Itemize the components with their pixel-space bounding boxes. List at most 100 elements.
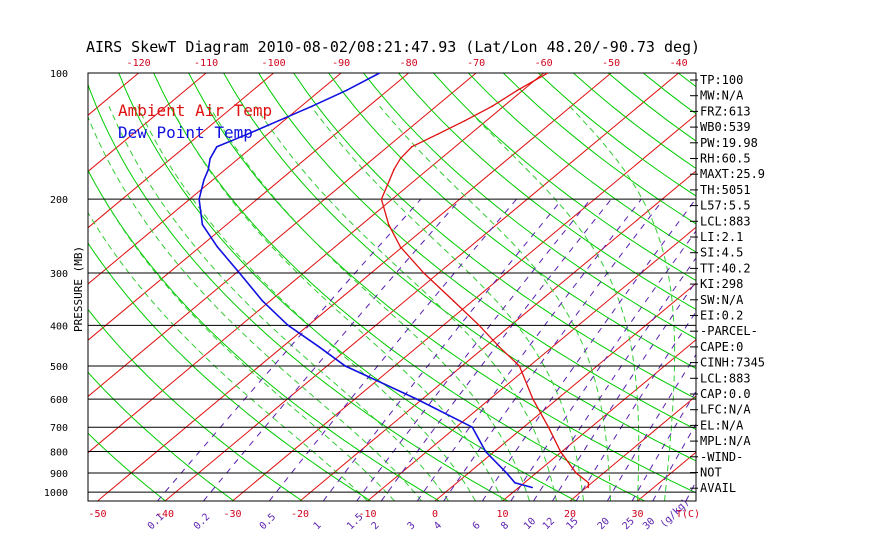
bottom-temp-tick-label: -20 — [291, 509, 309, 520]
mixing-ratio-line — [575, 310, 696, 501]
moist-adiabat-line — [569, 105, 676, 501]
dry-adiabat-line — [223, 73, 696, 462]
mixing-ratio-tick-label: 8 — [499, 520, 511, 532]
pressure-tick-label: 800 — [50, 448, 68, 459]
mixing-ratio-line — [268, 198, 517, 501]
ambient-air-temp-point — [498, 345, 501, 348]
dew-point-temp-point — [505, 472, 508, 474]
dew-point-temp-point — [198, 198, 200, 200]
dry-adiabat-line — [818, 73, 870, 501]
mixing-ratio-line — [356, 198, 591, 501]
pressure-tick-label: 400 — [50, 321, 68, 332]
dew-point-temp-point — [287, 324, 289, 327]
dew-point-temp-point — [311, 105, 313, 107]
index-item: LCL:883 — [700, 371, 751, 385]
dew-point-temp-point — [416, 398, 418, 400]
mixing-ratio-tick-label: 10 — [522, 516, 538, 532]
isotherm-line — [0, 73, 4, 501]
index-item: EL:N/A — [700, 418, 744, 432]
index-item: TP:100 — [700, 73, 743, 87]
index-item: NOT — [700, 466, 722, 480]
moist-adiabat-line — [379, 105, 611, 501]
index-item: LCL:883 — [700, 214, 751, 228]
index-item: L57:5.5 — [700, 199, 751, 213]
mixing-ratio-line — [481, 198, 696, 501]
moist-adiabat-line — [137, 105, 476, 501]
ambient-air-temp-point — [463, 119, 466, 122]
isotherm-line — [97, 73, 612, 501]
dew-point-temp-point — [238, 272, 241, 274]
index-item: LFC:N/A — [700, 403, 751, 417]
ambient-air-temp-point — [559, 450, 562, 453]
bottom-temp-tick-label: 10 — [496, 509, 508, 520]
ambient-air-temp-point — [478, 324, 480, 327]
dew-point-temp-point — [209, 157, 211, 160]
mixing-ratio-line — [533, 257, 696, 501]
plot-frame — [87, 72, 697, 502]
index-item: TT:40.2 — [700, 261, 751, 275]
mixing-ratio-line — [416, 198, 642, 501]
pressure-tick-label: 300 — [50, 269, 68, 280]
dry-adiabat-line — [433, 73, 696, 282]
index-item: MAXT:25.9 — [700, 167, 765, 181]
isotherm-line — [773, 73, 870, 501]
index-item: MW:N/A — [700, 89, 744, 103]
bottom-temp-tick-label: -50 — [88, 509, 106, 520]
isotherm-line — [502, 339, 696, 501]
dew-point-temp-point — [215, 146, 218, 148]
ambient-air-temp-point — [393, 168, 395, 171]
mixing-ratio-line — [631, 390, 696, 501]
moist-adiabat-line — [464, 105, 640, 501]
top-temp-tick-label: -50 — [602, 58, 620, 69]
dry-adiabat-line — [153, 73, 645, 501]
dew-point-temp-point — [277, 119, 280, 122]
bottom-temp-tick-label: 0 — [432, 509, 438, 520]
dry-adiabat-line — [468, 73, 696, 253]
ambient-air-temp-point — [452, 300, 455, 302]
index-item: CAP:0.0 — [700, 387, 751, 401]
isotherm-line — [88, 73, 477, 398]
dry-adiabat-line — [853, 73, 870, 501]
dew-point-temp-point — [344, 365, 347, 367]
dew-point-temp-point — [531, 486, 533, 489]
ambient-air-temp-point — [491, 105, 494, 107]
ambient-air-temp-point — [422, 272, 425, 274]
index-item: RH:60.5 — [700, 152, 751, 166]
mixing-ratio-tick-label: 3 — [406, 520, 418, 532]
index-item: -PARCEL- — [700, 324, 758, 338]
isotherm-line — [569, 395, 696, 501]
isotherm-line — [299, 170, 696, 501]
isotherm-line — [88, 73, 207, 173]
ambient-air-temp-point — [399, 246, 402, 248]
dry-adiabat-line — [398, 73, 696, 310]
ambient-air-temp-point — [575, 472, 577, 474]
mixing-ratio-line — [380, 198, 612, 501]
index-item: FRZ:613 — [700, 104, 751, 118]
mixing-ratio-line — [322, 198, 563, 501]
ambient-air-temp-point — [388, 179, 391, 181]
mixing-ratio-tick-label: 6 — [471, 520, 483, 532]
dew-point-temp-point — [345, 89, 348, 92]
pressure-tick-label: 100 — [50, 69, 68, 80]
bottom-temp-tick-label: 30 — [631, 509, 643, 520]
ambient-air-temp-point — [547, 426, 550, 428]
chart-title: AIRS SkewT Diagram 2010-08-02/08:21:47.9… — [86, 38, 700, 56]
ambient-air-temp-point — [546, 73, 549, 74]
ambient-air-temp-point — [587, 486, 590, 489]
dry-adiabat-line — [328, 73, 696, 370]
dry-adiabat-line — [118, 73, 577, 501]
dry-adiabat-line — [88, 371, 235, 501]
legend-dew-point-temp: Dew Point Temp — [118, 123, 253, 142]
index-item: SI:4.5 — [700, 246, 743, 260]
ambient-air-temp-point — [516, 89, 519, 92]
bottom-temp-tick-label: 20 — [564, 509, 576, 520]
bottom-temp-tick-label: -40 — [156, 509, 174, 520]
ambient-air-temp-line — [380, 73, 590, 488]
moist-adiabat-line — [88, 115, 422, 501]
dry-adiabat-line — [88, 308, 303, 501]
pressure-tick-label: 200 — [50, 195, 68, 206]
ambient-air-temp-point — [587, 481, 590, 484]
mixing-ratio-line — [652, 423, 696, 501]
top-temp-tick-label: -90 — [332, 58, 350, 69]
dew-point-temp-point — [514, 481, 516, 484]
